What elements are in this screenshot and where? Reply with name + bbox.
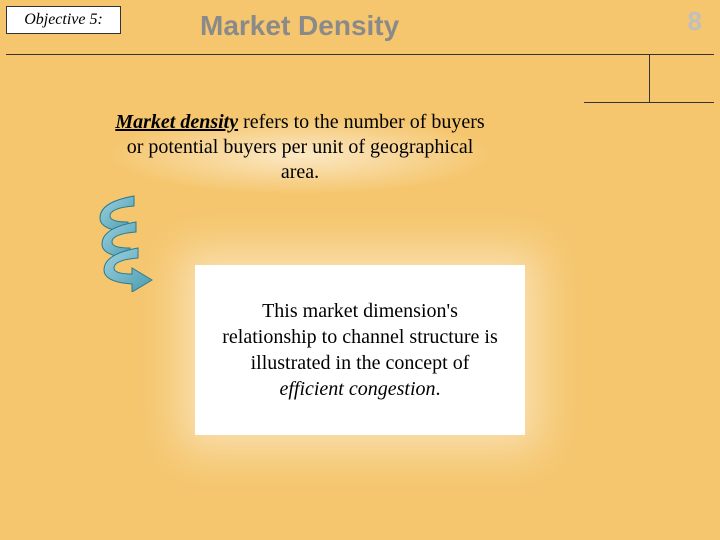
concept-italic-term: efficient congestion — [279, 378, 435, 400]
curved-arrow-icon — [88, 192, 160, 280]
concept-period: . — [436, 378, 441, 400]
divider-vertical — [649, 54, 650, 102]
page-number: 8 — [688, 6, 702, 37]
concept-box: This market dimension's relationship to … — [195, 265, 525, 435]
objective-box: Objective 5: — [6, 6, 121, 34]
page-title: Market Density — [200, 10, 399, 42]
concept-text: This market dimension's relationship to … — [217, 298, 503, 402]
objective-label: Objective 5: — [24, 11, 103, 29]
definition-term: Market density — [115, 111, 238, 133]
concept-line1: This market dimension's relationship to … — [222, 300, 497, 374]
divider-main — [6, 54, 714, 55]
divider-short — [584, 102, 714, 103]
definition-text: Market density refers to the number of b… — [110, 110, 490, 185]
